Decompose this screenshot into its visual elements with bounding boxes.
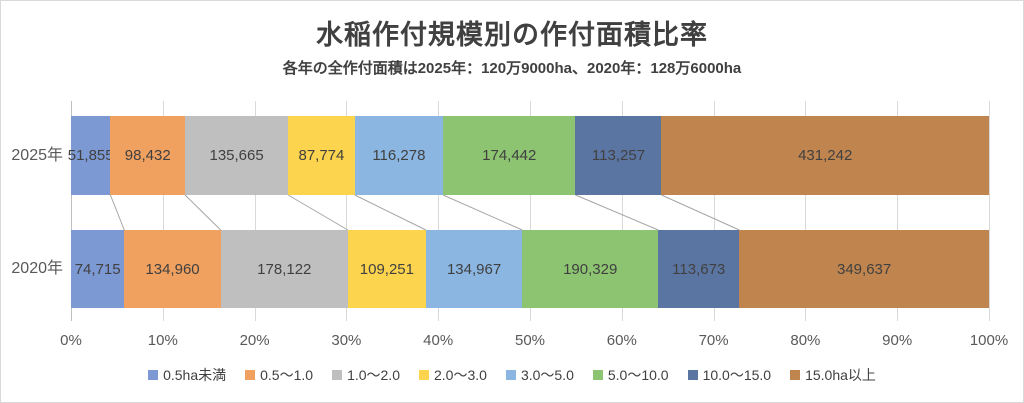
plot-area: 51,855 98,432 135,665 87,774 116,278 174,442 1… [68,101,990,321]
gridline [897,101,899,321]
gridline [530,101,531,321]
segment-2025年-3.0～5.0: 116,278 [354,116,444,195]
legend-swatch-icon [419,370,429,380]
segment-value-label: 190,329 [563,260,618,278]
segment-value-label: 349,637 [837,260,892,278]
y-category-label: 2020年 [11,260,63,277]
legend-label: 5.0～10.0 [607,367,669,383]
segment-2025年-10.0～15.0: 113,257 [575,116,662,195]
legend-swatch-icon [592,370,603,380]
legend-swatch-icon [148,370,159,380]
segment-value-label: 113,257 [591,147,646,164]
segment-2025年-2.0～3.0: 87,774 [288,116,355,195]
segment-2020年-0.5～1.0: 134,960 [124,230,221,308]
chart-subtitle: 各年の全作付面積は2025年：120万9000ha、2020年：128万6000… [282,60,742,77]
y-category-label: 2025年 [11,146,63,164]
x-tick-label: 80% [790,332,821,349]
x-tick-label: 70% [698,332,729,349]
gridline [805,101,807,321]
segment-value-label: 178,122 [257,260,312,278]
segment-value-label: 87,774 [298,147,345,164]
connector-line [354,194,427,231]
segment-2020年-5.0～10.0: 190,329 [522,230,659,308]
segment-value-label: 174,442 [482,147,537,164]
segment-2025年-1.0～2.0: 135,665 [185,116,289,195]
legend-label: 10.0～15.0 [702,367,772,383]
x-tick-label: 90% [882,332,913,349]
segment-2025年-15.0ha以上: 431,242 [661,116,989,195]
segment-2025年-0.5～1.0: 98,432 [110,116,186,195]
legend-label: 2.0～3.0 [434,367,487,383]
segment-2020年-0.5ha未満: 74,715 [71,230,125,308]
legend-label: 0.5～1.0 [260,367,314,383]
legend-item-0.5ha未満: 0.5ha未満 [148,365,226,385]
legend-label: 15.0ha以上 [805,367,876,383]
bar-2025年: 51,855 98,432 135,665 87,774 116,278 174,442 1… [68,116,989,195]
bar-2020年: 74,715 134,960 178,122 109,251 134,967 190,32… [71,230,989,308]
gridline [438,101,440,321]
x-tick-label: 60% [606,332,637,349]
x-tick-label: 20% [239,332,270,349]
segment-value-label: 134,967 [446,260,502,278]
legend-label: 3.0～5.0 [520,367,574,383]
chart-title: 水稲作付規模別の作付面積比率 [316,20,708,50]
legend-item-1.0～2.0: 1.0～2.0 [332,365,400,385]
legend-item-2.0～3.0: 2.0～3.0 [419,365,487,385]
gridline [162,101,164,321]
gridline [346,101,348,321]
segment-value-label: 109,251 [359,260,414,278]
gridline [621,101,623,321]
segment-value-label: 116,278 [372,147,426,164]
legend-item-5.0～10.0: 5.0～10.0 [592,365,669,385]
x-tick-label: 40% [423,332,454,349]
legend-label: 0.5ha未満 [163,367,227,383]
segment-value-label: 98,432 [124,147,171,164]
gridline [713,101,715,321]
series-connector-lines [109,194,740,231]
legend-swatch-icon [505,370,516,380]
legend-item-15.0ha以上: 15.0ha以上 [790,365,876,385]
segment-value-label: 135,665 [209,147,264,164]
legend-label: 1.0～2.0 [347,367,400,383]
legend-item-0.5～1.0: 0.5～1.0 [245,365,313,385]
segment-2020年-15.0ha以上: 349,637 [739,230,989,308]
segment-2020年-2.0～3.0: 109,251 [347,230,426,308]
connector-line [184,194,222,231]
connector-line [575,194,659,231]
segment-value-label: 74,715 [74,260,121,278]
x-tick-label: 50% [514,332,546,349]
legend-swatch-icon [245,370,256,380]
connector-line [442,194,523,231]
segment-2025年-0.5ha未満: 51,855 [68,116,114,195]
connector-line [109,194,125,231]
segment-value-label: 134,960 [145,260,200,278]
segment-2020年-3.0～5.0: 134,967 [425,230,523,308]
segment-value-label: 431,242 [798,147,853,164]
segment-value-label: 51,855 [67,147,114,164]
gridline [254,101,256,321]
legend-swatch-icon [687,370,698,380]
x-tick-label: 30% [331,332,362,349]
x-tick-label: 10% [147,332,178,349]
segment-value-label: 113,673 [672,260,726,278]
legend-item-3.0～5.0: 3.0～5.0 [505,365,574,385]
legend-item-10.0～15.0: 10.0～15.0 [687,365,772,385]
gridline [71,101,72,321]
legend-swatch-icon [790,370,801,380]
segment-2020年-10.0～15.0: 113,673 [658,230,740,308]
connector-line [661,194,740,231]
x-tick-label: 100% [969,332,1009,349]
legend-swatch-icon [332,370,343,380]
connector-line [287,194,349,231]
x-tick-label: 0% [60,332,82,349]
legend: 0.5ha未満 0.5～1.0 1.0～2.0 2.0～3.0 3.0～5.0 5.0～1… [1,365,1023,385]
segment-2020年-1.0～2.0: 178,122 [220,230,348,308]
gridline [989,101,990,321]
segment-2025年-5.0～10.0: 174,442 [443,116,576,195]
